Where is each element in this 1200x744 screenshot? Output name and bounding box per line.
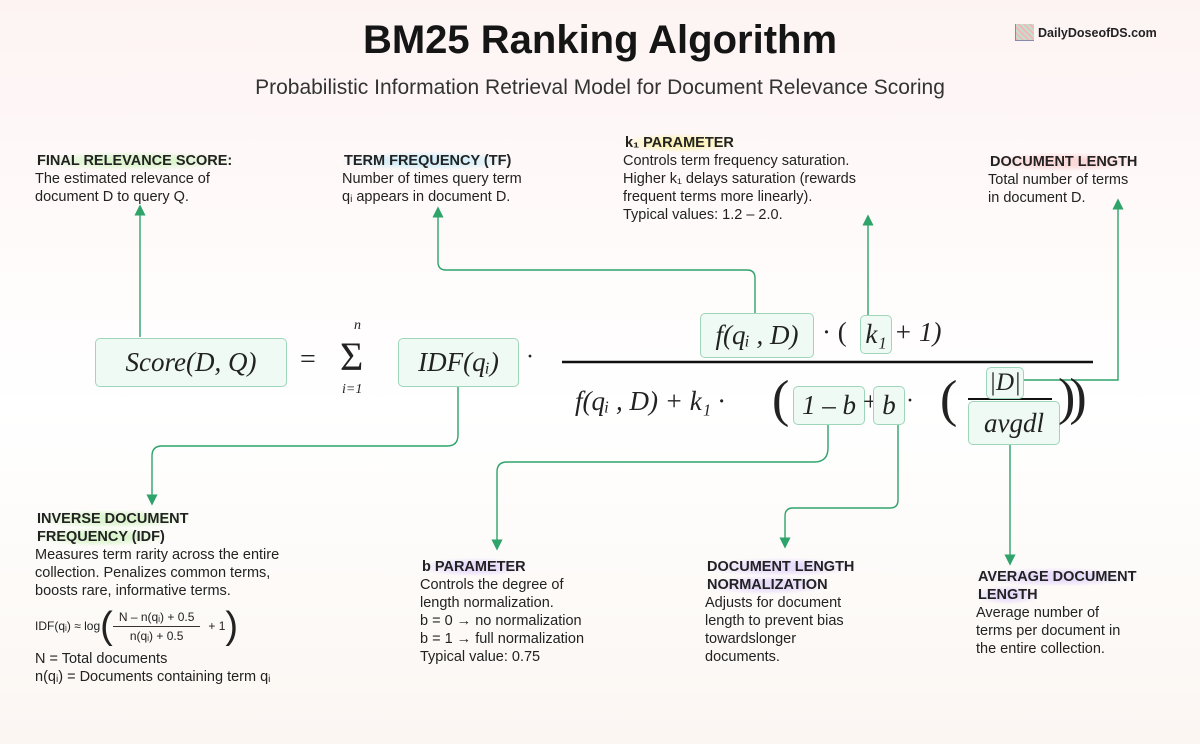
- avgdl-box: avgdl: [968, 401, 1060, 445]
- sigma-symbol: Σ: [340, 334, 364, 379]
- note-tf: TERM FREQUENCY (TF) Number of times quer…: [342, 152, 522, 206]
- note-heading: FREQUENCY (IDF): [35, 528, 167, 546]
- logo-icon: [1015, 24, 1034, 41]
- note-line: the entire collection.: [976, 641, 1105, 657]
- note-line: Measures term rarity across the entire: [35, 547, 280, 563]
- note-heading: LENGTH: [976, 586, 1040, 604]
- subtitle: Probabilistic Information Retrieval Mode…: [255, 76, 945, 99]
- numerator-plus-one: + 1): [894, 317, 942, 347]
- brand-logo: DailyDoseofDS.com: [1015, 24, 1157, 41]
- note-line: b = 0 → no normalization: [420, 613, 582, 629]
- connector-norm: [779, 424, 899, 549]
- k1-box: k₁: [860, 315, 892, 354]
- paren: ): [225, 605, 239, 647]
- note-line: Adjusts for document: [705, 595, 842, 611]
- multiply-dot: ·: [526, 344, 534, 370]
- one-minus-b-box: 1 – b: [793, 386, 865, 425]
- note-line: qᵢ appears in document D.: [342, 189, 511, 205]
- title: BM25 Ranking Algorithm: [362, 18, 838, 62]
- connector-tf: [432, 206, 756, 313]
- note-line: Number of times query term: [342, 171, 522, 187]
- note-heading: b PARAMETER: [420, 558, 528, 576]
- sum-upper-limit: n: [354, 318, 361, 333]
- idf-formula-lhs: IDF(qᵢ) ≈ log: [35, 619, 101, 633]
- denominator-left: f(qᵢ , D) + k₁ ·: [575, 386, 725, 416]
- note-line: Typical value: 0.75: [420, 649, 541, 665]
- note-heading: DOCUMENT LENGTH: [988, 153, 1140, 171]
- doc-length-box: |D|: [986, 367, 1024, 399]
- note-final-score: FINAL RELEVANCE SCORE: The estimated rel…: [35, 152, 235, 206]
- note-line: Average number of: [976, 605, 1100, 621]
- note-heading: k₁ PARAMETER: [623, 134, 736, 152]
- open-paren: (: [940, 371, 958, 428]
- note-line: Controls the degree of: [420, 577, 564, 593]
- note-line: n(qᵢ) = Documents containing term qᵢ: [35, 669, 271, 685]
- idf-box: IDF(qᵢ): [398, 338, 519, 387]
- note-b-parameter: b PARAMETER Controls the degree of lengt…: [420, 558, 584, 666]
- connector-doclen: [1022, 198, 1124, 381]
- note-idf: INVERSE DOCUMENT FREQUENCY (IDF) Measure…: [35, 510, 365, 686]
- score-box: Score(D, Q): [95, 338, 287, 387]
- close-parens: )): [1058, 369, 1087, 426]
- note-line: Total number of terms: [988, 172, 1129, 188]
- note-line: Typical values: 1.2 – 2.0.: [623, 207, 783, 223]
- note-line: The estimated relevance of: [35, 171, 210, 187]
- note-line: collection. Penalizes common terms,: [35, 565, 271, 581]
- note-line: towardslonger: [705, 631, 797, 647]
- tf-box: f(qᵢ , D): [700, 313, 814, 358]
- note-line: terms per document in: [976, 623, 1121, 639]
- idf-numerator: N – n(qᵢ) + 0.5: [112, 608, 201, 627]
- note-doc-length: DOCUMENT LENGTH Total number of terms in…: [988, 153, 1140, 207]
- note-heading: AVERAGE DOCUMENT: [976, 568, 1139, 586]
- note-heading: NORMALIZATION: [705, 576, 830, 594]
- note-line: length normalization.: [420, 595, 554, 611]
- note-line: documents.: [705, 649, 780, 665]
- note-line: boosts rare, informative terms.: [35, 583, 231, 599]
- note-length-normalization: DOCUMENT LENGTH NORMALIZATION Adjusts fo…: [705, 558, 857, 666]
- note-line: Controls term frequency saturation.: [623, 153, 850, 169]
- note-line: Higher k₁ delays saturation (rewards: [623, 171, 856, 187]
- paren: (: [100, 605, 113, 647]
- equals-sign: =: [300, 344, 316, 375]
- note-heading: FINAL RELEVANCE SCORE:: [35, 152, 235, 170]
- idf-denominator: n(qᵢ) + 0.5: [129, 628, 184, 643]
- sum-lower-limit: i=1: [342, 382, 363, 397]
- note-heading: INVERSE DOCUMENT: [35, 510, 191, 528]
- note-k1: k₁ PARAMETER Controls term frequency sat…: [623, 134, 856, 224]
- note-line: in document D.: [988, 190, 1086, 206]
- note-average-doc-length: AVERAGE DOCUMENT LENGTH Average number o…: [976, 568, 1139, 658]
- note-heading: DOCUMENT LENGTH: [705, 558, 857, 576]
- b-box: b: [873, 386, 905, 425]
- note-line: length to prevent bias: [705, 613, 844, 629]
- numerator-dot-paren: · (: [822, 317, 847, 347]
- note-line: b = 1 → full normalization: [420, 631, 585, 647]
- note-heading: TERM FREQUENCY (TF): [342, 152, 514, 170]
- multiply-dot: ·: [906, 388, 914, 414]
- note-line: N = Total documents: [35, 651, 168, 667]
- brand-text: DailyDoseofDS.com: [1038, 25, 1157, 40]
- connector-b: [491, 424, 829, 551]
- note-line: frequent terms more linearly).: [623, 189, 813, 205]
- connector-idf: [146, 386, 459, 506]
- idf-plus-one: + 1: [208, 619, 226, 633]
- open-paren: (: [772, 371, 790, 428]
- note-line: document D to query Q.: [35, 189, 189, 205]
- idf-fraction: N – n(qᵢ) + 0.5 n(qᵢ) + 0.5: [112, 608, 201, 645]
- idf-formula: IDF(qᵢ) ≈ log ( N – n(qᵢ) + 0.5 n(qᵢ) + …: [35, 604, 365, 648]
